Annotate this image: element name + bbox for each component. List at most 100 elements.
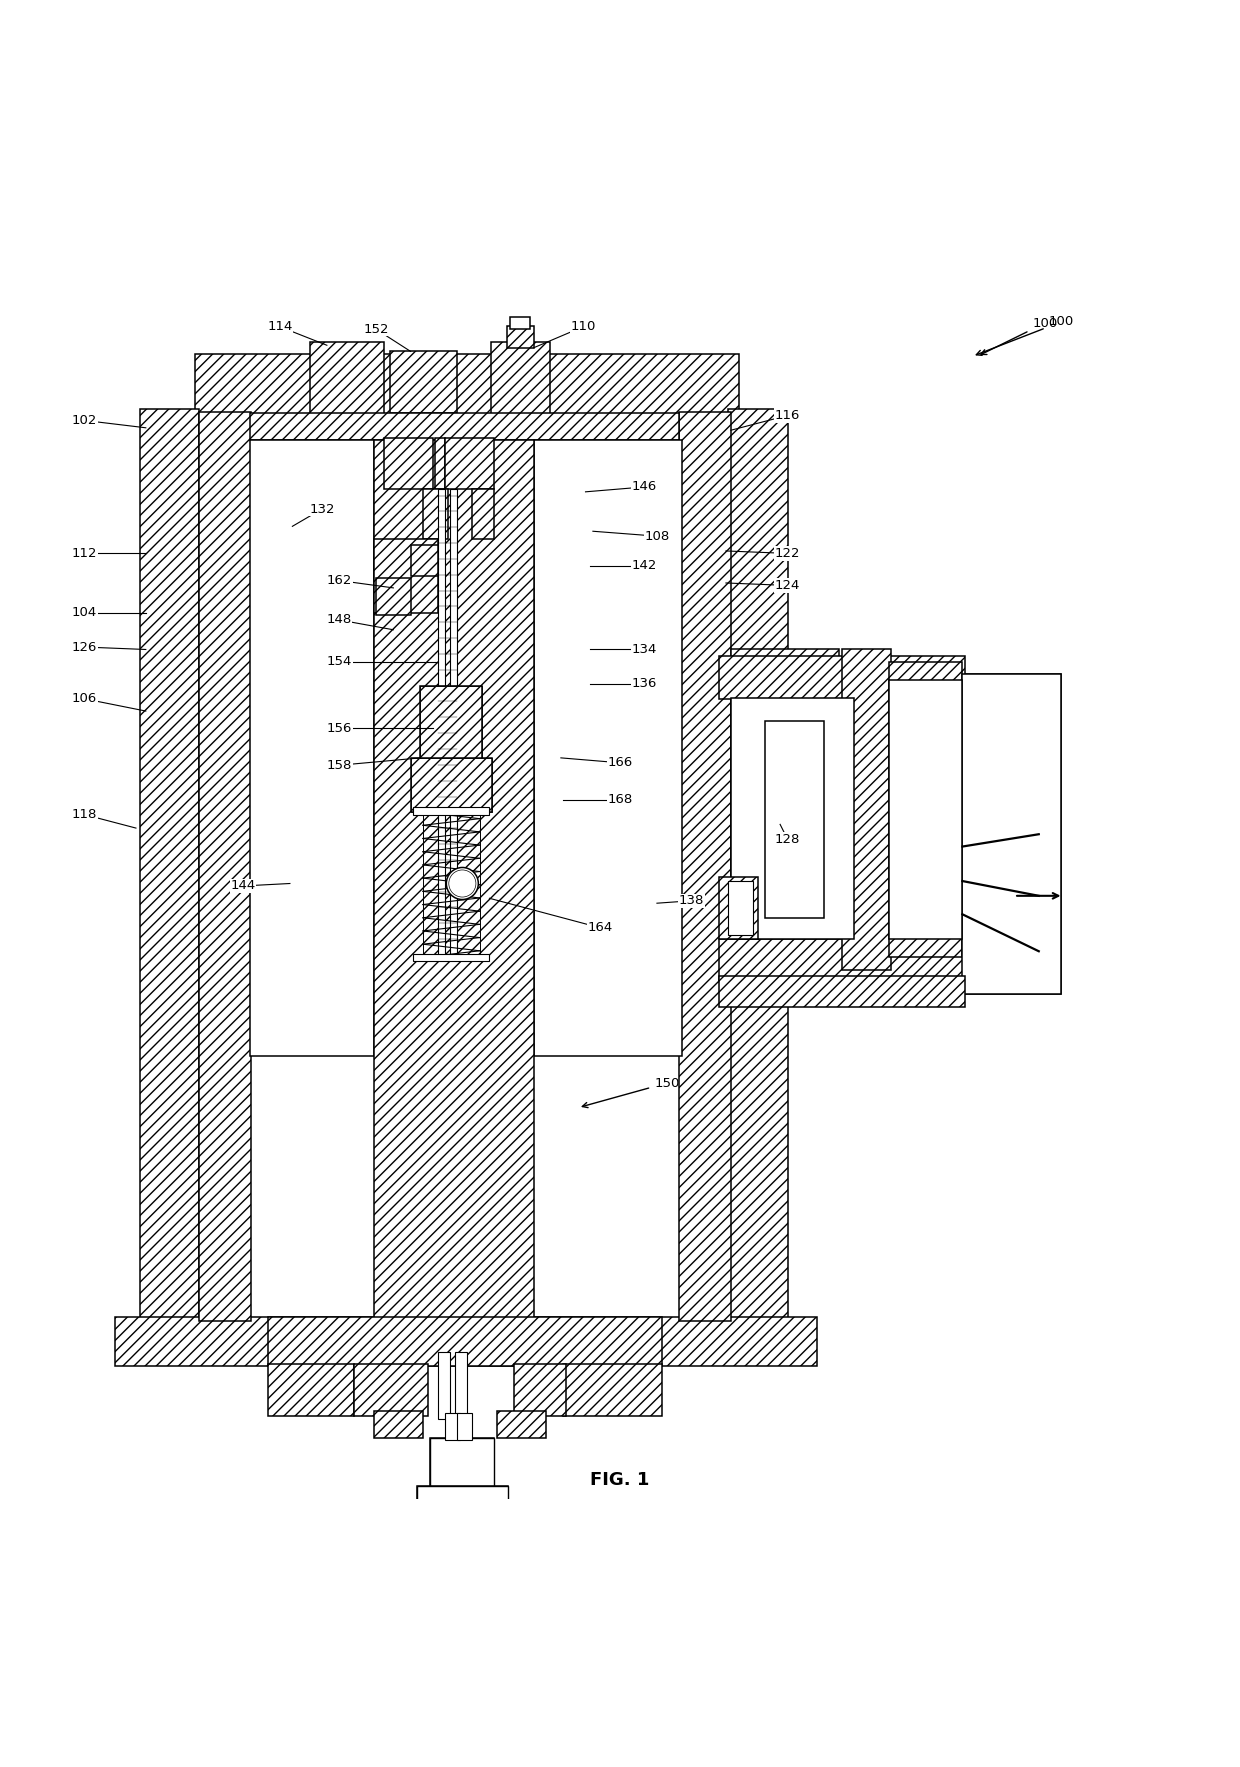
Bar [389,352,458,413]
Text: 168: 168 [608,793,632,806]
Bar [435,438,445,489]
Bar [765,721,825,919]
Text: 154: 154 [326,656,352,668]
Bar [423,813,480,958]
Bar [438,1558,487,1746]
Bar [730,698,854,938]
Text: 122: 122 [775,548,800,560]
Bar [491,341,549,415]
Bar [417,1528,508,1548]
Bar [718,938,965,982]
Text: 144: 144 [231,880,255,892]
Bar [268,1364,353,1415]
Bar [430,1438,495,1659]
Text: 114: 114 [268,320,293,334]
Bar [383,438,433,489]
Bar [417,1486,508,1505]
Bar [420,686,482,760]
Bar [889,680,962,938]
Bar [497,1410,546,1438]
Bar [511,316,529,329]
Bar [455,1352,467,1419]
Bar [420,686,482,760]
Circle shape [449,869,476,898]
Bar [445,1414,460,1440]
Bar [115,1316,817,1366]
Bar [373,440,533,1320]
Bar [438,489,445,958]
Bar [889,663,962,958]
Text: 124: 124 [775,580,800,592]
Bar [450,489,458,958]
Bar [376,578,410,615]
Bar [962,675,1061,995]
Bar [730,650,839,970]
Text: 146: 146 [632,481,657,493]
Bar [410,544,438,576]
Bar [438,1352,450,1419]
Bar [140,410,198,1320]
Text: 108: 108 [645,530,670,542]
Bar [413,808,490,815]
Bar [423,489,448,539]
Bar [563,1364,662,1415]
Bar [268,1316,662,1366]
Bar [507,325,533,348]
Text: 150: 150 [583,1076,680,1108]
Text: 152: 152 [363,323,389,336]
Text: 158: 158 [326,758,352,772]
Text: 100: 100 [981,316,1058,355]
Text: 112: 112 [72,548,97,560]
Bar [458,1414,472,1440]
Bar [718,975,965,1007]
Text: 104: 104 [72,606,97,618]
Text: 164: 164 [588,921,613,935]
Bar [680,412,730,1320]
Bar [198,412,250,1320]
Text: 110: 110 [570,320,595,334]
Text: 116: 116 [775,408,800,422]
Text: 126: 126 [72,640,97,654]
Bar [718,878,758,938]
Bar [718,656,965,698]
Bar [410,758,492,813]
Text: 128: 128 [775,832,800,846]
Bar [472,489,495,539]
Bar [962,675,1061,995]
Bar [728,410,787,1320]
Text: 132: 132 [309,502,335,516]
Text: 148: 148 [326,613,352,627]
Text: 162: 162 [326,574,352,587]
Bar [353,1364,428,1415]
Bar [430,1438,495,1659]
Text: 134: 134 [632,643,657,656]
Bar [410,758,492,813]
Text: 136: 136 [632,677,657,691]
Bar [842,650,892,970]
Bar [728,882,753,935]
Bar [533,440,682,1057]
Text: 156: 156 [326,721,352,735]
Text: 138: 138 [678,894,704,906]
Text: 100: 100 [976,315,1074,355]
Circle shape [446,868,479,899]
Text: 106: 106 [72,693,97,705]
Bar [445,1746,480,1767]
Bar [515,1364,565,1415]
Bar [250,413,680,440]
Bar [445,1746,480,1767]
Text: 142: 142 [632,558,657,573]
Bar [373,539,438,613]
Text: FIG. 1: FIG. 1 [590,1470,650,1488]
Bar [445,438,495,489]
Bar [250,440,373,1057]
Text: 118: 118 [72,808,97,822]
Bar [413,954,490,961]
Text: 102: 102 [72,413,97,428]
Bar [417,1486,508,1505]
Bar [195,353,739,415]
Bar [310,341,383,415]
Bar [417,1528,508,1548]
Bar [373,1410,423,1438]
Text: 166: 166 [608,756,632,769]
